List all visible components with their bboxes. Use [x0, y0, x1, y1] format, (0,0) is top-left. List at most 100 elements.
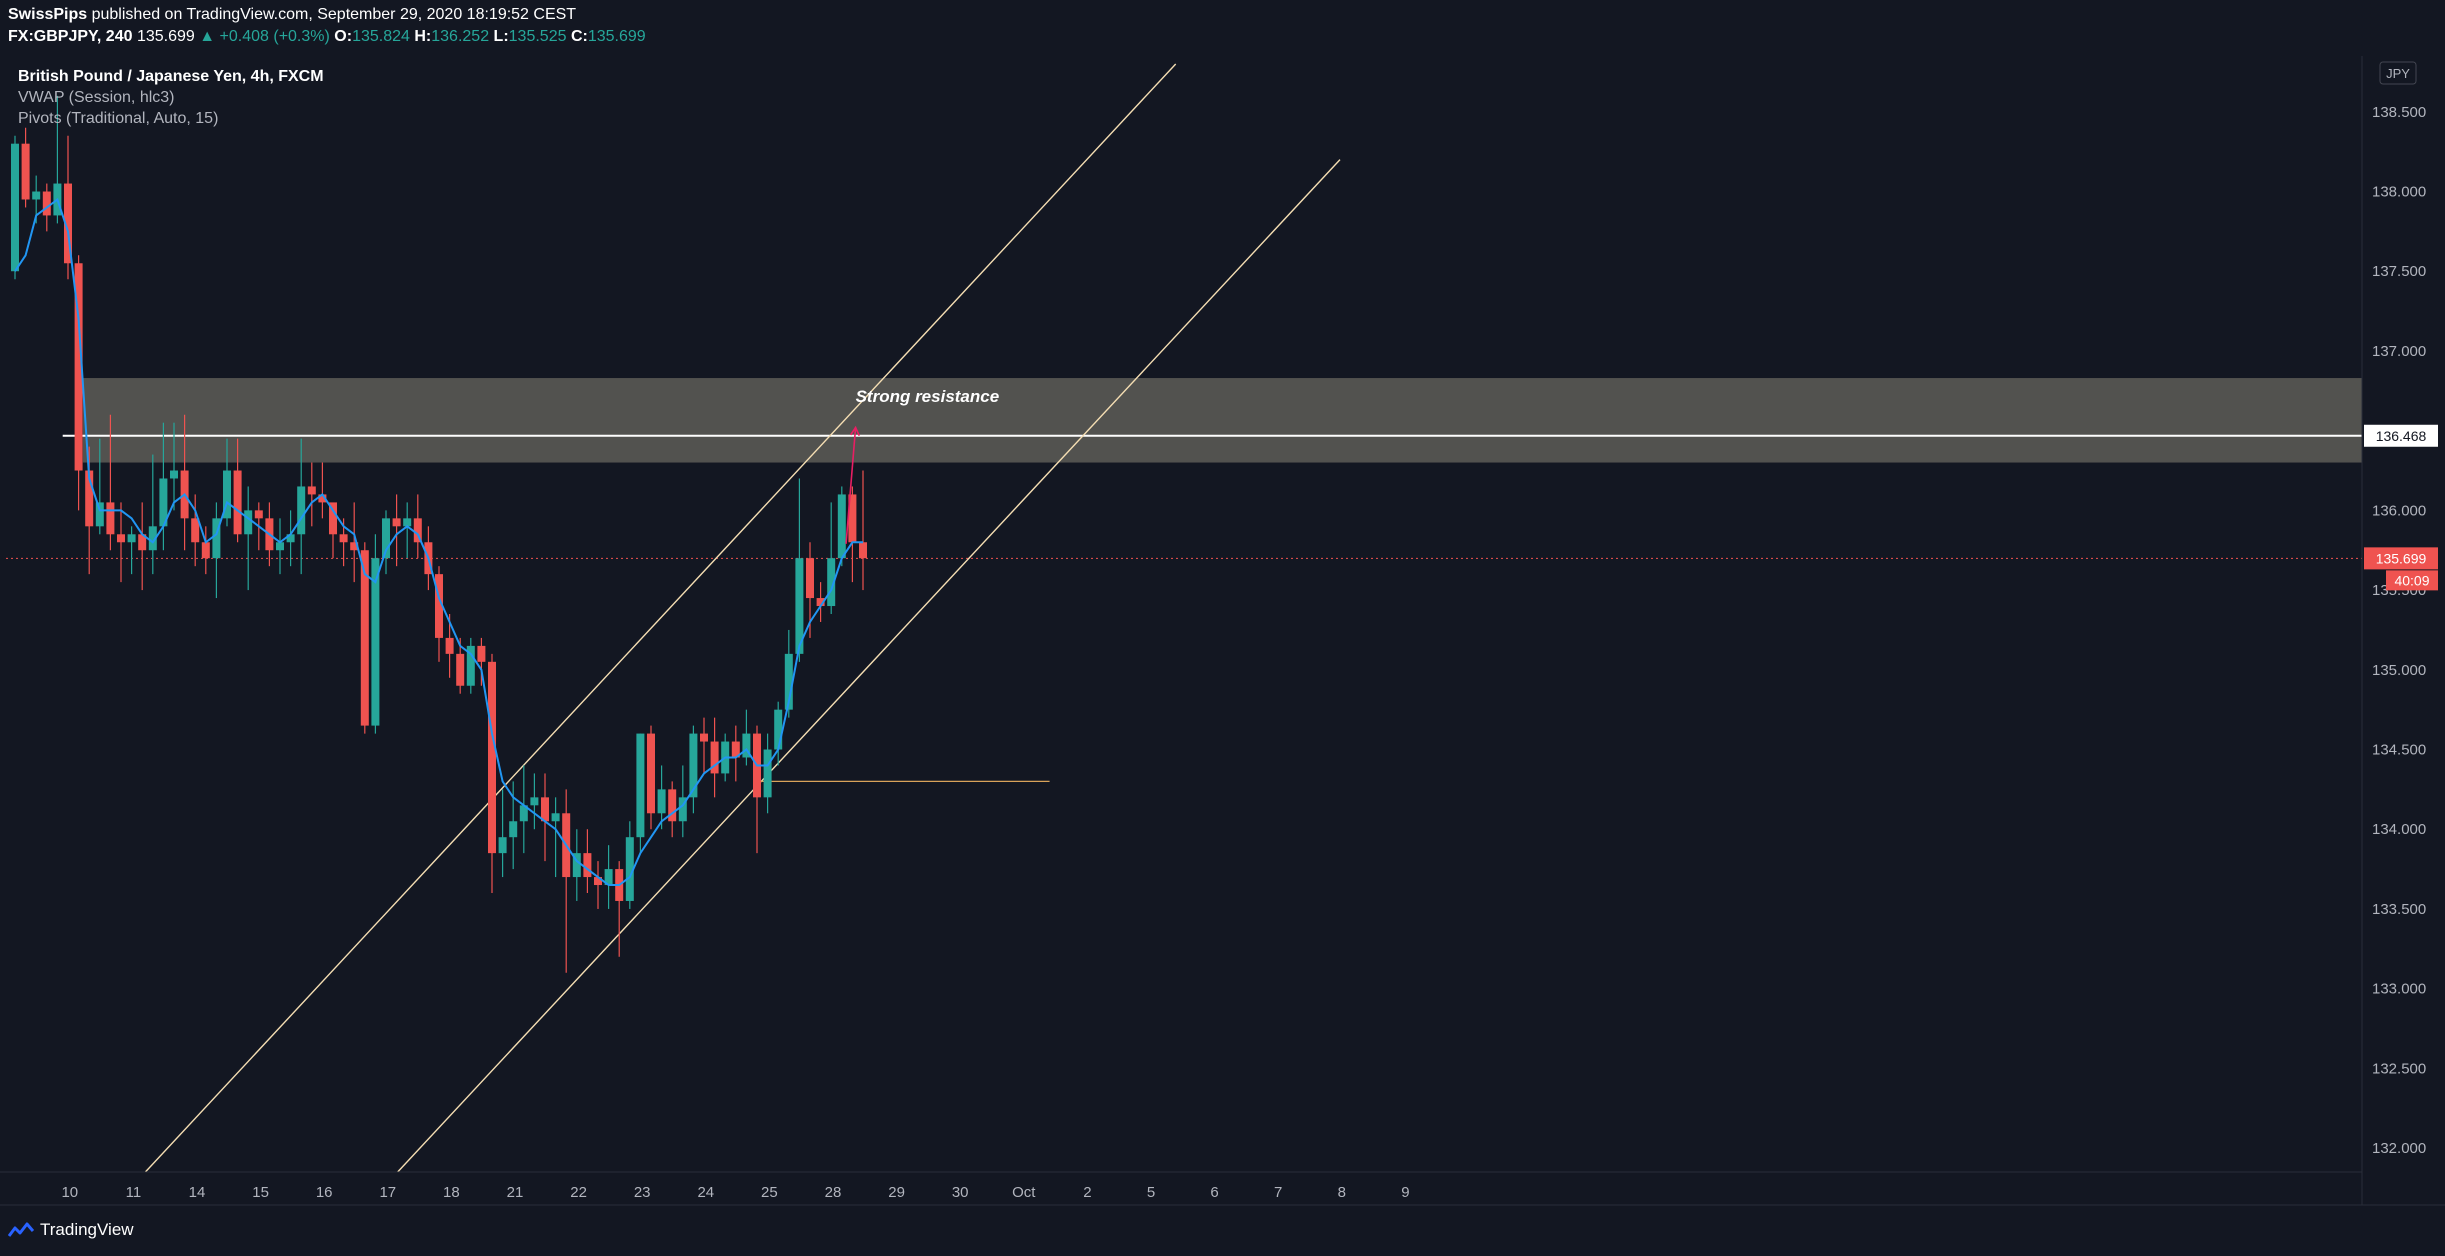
x-tick-label: 18	[443, 1184, 460, 1201]
candle-body	[572, 853, 581, 878]
x-tick-label: 23	[634, 1184, 651, 1201]
y-tick-label: 138.500	[2372, 104, 2426, 121]
candle-body	[848, 494, 857, 543]
trend-channel	[144, 63, 1341, 1173]
candle	[742, 709, 751, 766]
candle	[572, 829, 581, 901]
publish-info: SwissPips published on TradingView.com, …	[8, 6, 576, 24]
candle	[604, 845, 613, 909]
candle	[530, 773, 539, 830]
tradingview-logo[interactable]: TradingView	[8, 1220, 134, 1240]
axes: JPY138.500138.000137.500137.000136.50013…	[0, 56, 2445, 1206]
candle	[859, 470, 867, 591]
open-value: 135.824	[352, 28, 410, 45]
candle	[541, 773, 549, 862]
y-tick-label: 137.000	[2372, 343, 2426, 360]
candle	[318, 462, 327, 519]
x-tick-label: 5	[1147, 1184, 1155, 1201]
candle-body	[106, 502, 115, 535]
channel-lower-line	[397, 159, 1341, 1173]
candle-body	[138, 534, 147, 551]
chart-legend: British Pound / Japanese Yen, 4h, FXCM V…	[18, 66, 324, 129]
candle	[837, 486, 846, 567]
candle	[138, 502, 147, 591]
symbol-label: FX:GBPJPY, 240	[8, 28, 133, 45]
candle-body	[318, 494, 327, 503]
candle-body	[254, 510, 263, 519]
candle-body	[604, 869, 613, 886]
candle-body	[774, 709, 783, 750]
vwap-series	[14, 197, 863, 886]
candle	[286, 510, 295, 567]
candle	[74, 255, 83, 511]
low-value: 135.525	[508, 28, 567, 45]
candle	[551, 797, 560, 878]
candle-body	[413, 518, 422, 543]
candle	[159, 422, 168, 551]
legend-title[interactable]: British Pound / Japanese Yen, 4h, FXCM	[18, 68, 324, 85]
legend-pivots[interactable]: Pivots (Traditional, Auto, 15)	[18, 110, 219, 127]
candle-body	[806, 558, 814, 599]
candle	[774, 701, 783, 766]
ohlc-line: FX:GBPJPY, 240 135.699 ▲ +0.408 (+0.3%) …	[8, 28, 646, 46]
x-tick-label: 25	[761, 1184, 778, 1201]
author-name[interactable]: SwissPips	[8, 6, 88, 23]
published-text: published on TradingView.com, September …	[91, 6, 577, 23]
candle	[678, 765, 687, 838]
price-chart[interactable]: Strong resistance JPY 138.500 138.000 137.5…	[0, 52, 2445, 1256]
candle	[435, 566, 443, 662]
x-tick-label: 17	[379, 1184, 396, 1201]
candle-body	[689, 733, 698, 798]
y-tick-label: 133.000	[2372, 981, 2426, 998]
candle	[11, 135, 19, 280]
header-bar: SwissPips published on TradingView.com, …	[0, 0, 2445, 52]
annotations: Strong resistance	[845, 387, 999, 544]
x-tick-label: 30	[952, 1184, 969, 1201]
candle	[456, 637, 465, 694]
candle-body	[276, 542, 284, 551]
candle	[583, 829, 592, 893]
candle-body	[816, 598, 825, 607]
candle	[710, 717, 719, 798]
candle	[371, 534, 380, 734]
candle	[689, 725, 698, 814]
legend-vwap[interactable]: VWAP (Session, hlc3)	[18, 89, 175, 106]
candle-body	[201, 542, 210, 559]
candle-body	[32, 191, 41, 200]
countdown-label: 40:09	[2394, 572, 2429, 588]
candle	[498, 789, 507, 878]
x-tick-label: 2	[1083, 1184, 1091, 1201]
candle-body	[668, 789, 677, 822]
candle-body	[339, 534, 348, 543]
candle-body	[456, 653, 465, 686]
resistance-zone-rect	[82, 378, 2362, 463]
candle	[488, 653, 496, 893]
candle	[244, 486, 253, 591]
candle	[191, 494, 200, 567]
candle	[700, 717, 708, 774]
candle-body	[297, 486, 306, 535]
candle-body	[731, 741, 740, 758]
candle	[382, 510, 390, 575]
candle-body	[159, 478, 168, 527]
y-tick-label: 135.000	[2372, 662, 2426, 679]
candle-body	[85, 470, 94, 527]
last-price-label: 135.699	[2376, 550, 2427, 566]
candle	[413, 494, 422, 559]
candle-body	[541, 797, 549, 822]
countdown-tag	[2386, 570, 2438, 591]
candle-body	[445, 637, 454, 654]
candle	[848, 486, 857, 583]
candle-body	[477, 645, 486, 662]
x-tick-label: 8	[1338, 1184, 1346, 1201]
candle	[466, 637, 475, 694]
candle	[64, 135, 72, 280]
candle-body	[498, 837, 507, 854]
candle-body	[530, 797, 539, 806]
x-tick-label: Oct	[1012, 1184, 1036, 1201]
brand-name: TradingView	[40, 1220, 134, 1239]
resistance-price-tag	[2364, 424, 2438, 447]
x-tick-label: 21	[507, 1184, 524, 1201]
candle-body	[42, 191, 51, 216]
open-label: O:	[334, 28, 353, 45]
